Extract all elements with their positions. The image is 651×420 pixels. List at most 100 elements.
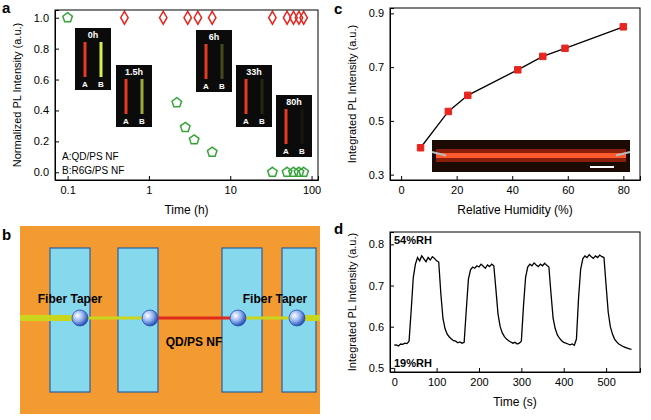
inset-image <box>432 140 630 172</box>
tick: 0.8 <box>369 238 394 250</box>
marker <box>207 147 217 156</box>
tick: 60 <box>562 176 574 196</box>
tick-label: 100 <box>428 376 446 388</box>
tick-label: 0.9 <box>369 7 384 19</box>
tick-mark <box>606 368 607 372</box>
tick: 0.7 <box>369 280 394 292</box>
tick-label: 0.5 <box>369 362 384 374</box>
marker <box>417 145 423 151</box>
tick-label: 60 <box>562 184 574 196</box>
marker <box>269 11 276 24</box>
marker <box>181 122 191 131</box>
tick: 100 <box>303 176 321 196</box>
line <box>421 27 624 148</box>
tick-label: 40 <box>507 184 519 196</box>
panel-letter: a <box>2 0 11 16</box>
tick-label: 10 <box>225 184 237 196</box>
inset-scale-bar <box>590 166 614 168</box>
marker <box>208 11 215 24</box>
panel-b-diagram: bFiber TaperFiber TaperQD/PS NF <box>2 226 320 414</box>
tick: 200 <box>470 368 488 388</box>
tick-mark <box>457 176 458 180</box>
tick-mark <box>390 327 394 328</box>
marker <box>540 53 546 59</box>
tick-label: 0 <box>399 184 405 196</box>
fiber <box>20 315 80 321</box>
tick-label: 0.5 <box>369 115 384 127</box>
panel-letter: c <box>334 0 342 17</box>
tick-label: 200 <box>470 376 488 388</box>
inset-time-label: 33h <box>246 67 262 77</box>
x-axis-title: Time (s) <box>493 395 537 409</box>
glue-sphere <box>230 310 246 326</box>
inset-fiber-b <box>301 109 304 144</box>
tick-mark <box>564 368 565 372</box>
inset-fiber-b <box>141 79 144 114</box>
axis-line <box>391 233 395 373</box>
tick-label: 0.8 <box>369 238 384 250</box>
marker <box>160 11 167 24</box>
plot-data <box>63 11 309 176</box>
marker <box>268 167 278 176</box>
inset-fiber-b <box>100 42 103 77</box>
glue-sphere <box>142 310 158 326</box>
tick-label: 0.2 <box>34 135 49 147</box>
underlay <box>432 140 630 172</box>
y-axis: 0.5 0.6 0.7 0.8 <box>369 233 394 374</box>
tick-label: 0.3 <box>369 169 384 181</box>
tick: 400 <box>555 368 573 388</box>
tick: 0.5 <box>369 362 394 374</box>
tick-mark <box>55 110 59 111</box>
tick-mark <box>401 176 402 180</box>
inset-fiber-label: A <box>123 117 129 126</box>
tick-mark <box>390 67 394 68</box>
tick-mark <box>623 176 624 180</box>
axis-line <box>56 11 60 181</box>
inset-image: 0hAB <box>75 28 111 90</box>
tick: 0.1 <box>60 176 75 196</box>
tick-mark <box>68 176 69 180</box>
tick: 80 <box>618 176 630 196</box>
tick-label: 100 <box>303 184 321 196</box>
marker <box>445 108 451 114</box>
inset-background <box>116 65 152 127</box>
glue-sphere <box>289 310 305 326</box>
axis-line <box>391 9 395 181</box>
tick: 0.9 <box>369 7 394 19</box>
tick: 10 <box>225 176 237 196</box>
panel-letter: b <box>2 226 11 243</box>
tick-mark <box>521 368 522 372</box>
tick-label: 0.7 <box>369 280 384 292</box>
tick-label: 0.6 <box>369 321 384 333</box>
inset-fiber-b <box>221 44 224 79</box>
tick: 0.8 <box>34 43 59 55</box>
line <box>394 255 631 350</box>
tick-mark <box>55 49 59 50</box>
tick: 0.0 <box>34 166 59 178</box>
inset-fiber <box>436 153 626 158</box>
x-axis-title: Time (h) <box>164 203 208 217</box>
inset-fiber-label: A <box>243 117 249 126</box>
y-axis: 0.00.20.40.60.81.0 <box>34 11 59 181</box>
support-block <box>222 248 262 392</box>
inset-glow <box>436 149 626 162</box>
marker <box>121 11 128 24</box>
inset-taper-right <box>616 152 630 156</box>
inset-fiber-label: B <box>139 117 145 126</box>
tick-mark <box>437 368 438 372</box>
tick-label: 400 <box>555 376 573 388</box>
tick-mark <box>149 176 150 180</box>
tick: 300 <box>513 368 531 388</box>
inset-fiber-b <box>261 79 264 114</box>
tick: 0.3 <box>369 169 394 181</box>
x-axis-title: Relative Humidity (%) <box>457 203 572 217</box>
fiber-taper <box>238 317 297 320</box>
legend-entry: B:R6G/PS NF <box>62 165 124 176</box>
tick: 0 <box>399 176 405 196</box>
tick-label: 0.6 <box>34 74 49 86</box>
tick: 20 <box>451 176 463 196</box>
marker <box>465 92 471 98</box>
tick-mark <box>568 176 569 180</box>
tick-label: 0.8 <box>34 43 49 55</box>
plot-frame <box>390 8 640 180</box>
